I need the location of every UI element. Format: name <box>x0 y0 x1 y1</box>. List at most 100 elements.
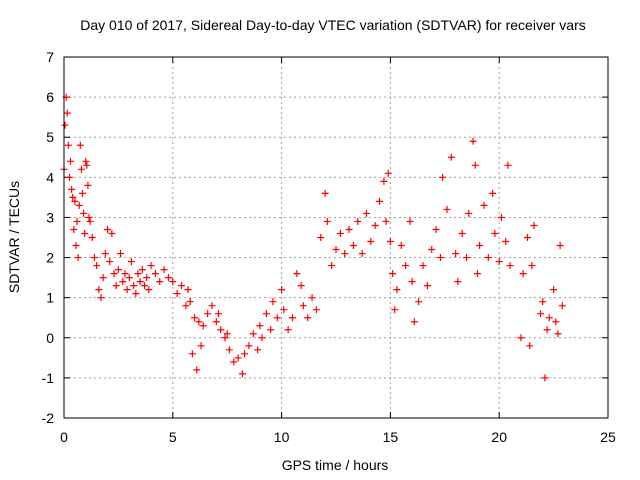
data-point <box>121 270 129 278</box>
data-point <box>278 286 286 294</box>
x-axis-label: GPS time / hours <box>282 457 389 473</box>
y-tick-label: 5 <box>46 129 54 145</box>
data-point <box>138 266 146 274</box>
data-point <box>212 318 220 326</box>
data-point <box>119 278 127 286</box>
y-tick-label: 0 <box>46 330 54 346</box>
data-point <box>506 262 514 270</box>
data-point <box>234 354 242 362</box>
data-point <box>480 201 488 209</box>
data-point <box>288 314 296 322</box>
chart-title: Day 010 of 2017, Sidereal Day-to-day VTE… <box>80 17 586 33</box>
data-point <box>99 274 107 282</box>
data-point <box>267 326 275 334</box>
data-point <box>93 262 101 270</box>
x-tick-label: 25 <box>600 429 616 445</box>
data-point <box>217 326 225 334</box>
data-point <box>188 350 196 358</box>
data-point <box>428 246 436 254</box>
data-point <box>469 137 477 145</box>
data-point <box>284 326 292 334</box>
data-point <box>143 274 151 282</box>
data-point <box>83 161 91 169</box>
data-point <box>415 298 423 306</box>
data-point <box>528 262 536 270</box>
data-point <box>323 217 331 225</box>
data-point <box>328 262 336 270</box>
data-point <box>184 286 192 294</box>
y-tick-label: 7 <box>46 49 54 65</box>
data-point <box>454 278 462 286</box>
data-point <box>341 250 349 258</box>
data-point <box>471 161 479 169</box>
data-point <box>465 209 473 217</box>
data-point <box>136 278 144 286</box>
data-point <box>249 330 257 338</box>
data-point <box>354 217 362 225</box>
data-point <box>114 266 122 274</box>
data-point <box>397 242 405 250</box>
data-point <box>225 346 233 354</box>
data-point <box>358 250 366 258</box>
data-point <box>280 306 288 314</box>
data-point <box>182 302 190 310</box>
data-point <box>312 306 320 314</box>
data-point <box>389 270 397 278</box>
data-point <box>439 173 447 181</box>
data-point <box>423 282 431 290</box>
data-point <box>117 250 125 258</box>
data-point <box>502 238 510 246</box>
data-point <box>195 318 203 326</box>
data-point <box>204 310 212 318</box>
data-point <box>74 254 82 262</box>
data-point <box>463 254 471 262</box>
data-point <box>391 306 399 314</box>
data-point <box>125 274 133 282</box>
y-tick-label: 4 <box>46 169 54 185</box>
data-point <box>539 298 547 306</box>
data-point <box>554 330 562 338</box>
data-point <box>543 326 551 334</box>
data-point <box>108 229 116 237</box>
data-point <box>321 189 329 197</box>
data-point <box>160 266 168 274</box>
data-point <box>82 157 90 165</box>
data-point <box>523 234 531 241</box>
data-point <box>436 254 444 262</box>
data-point <box>491 229 499 237</box>
data-point <box>458 229 466 237</box>
data-point <box>70 225 78 233</box>
data-point <box>273 314 281 322</box>
data-point <box>519 270 527 278</box>
data-point <box>90 254 98 262</box>
data-point <box>245 342 253 350</box>
data-point <box>178 282 186 290</box>
data-point <box>101 250 109 258</box>
data-point <box>558 302 566 310</box>
data-point <box>556 242 564 250</box>
plot-area-border <box>63 56 609 419</box>
data-point <box>77 165 85 173</box>
data-point <box>65 173 73 181</box>
data-point <box>173 290 181 298</box>
data-point <box>497 213 505 221</box>
y-tick-label: 1 <box>46 290 54 306</box>
data-point <box>447 153 455 161</box>
data-point <box>362 209 370 217</box>
data-point <box>123 286 131 294</box>
data-point <box>69 193 77 201</box>
x-tick-label: 20 <box>491 429 507 445</box>
data-point <box>317 234 325 241</box>
data-point <box>545 314 553 322</box>
data-point <box>367 238 375 246</box>
data-point <box>88 234 96 241</box>
data-point <box>208 302 216 310</box>
data-point <box>127 258 135 266</box>
data-point <box>76 141 84 149</box>
data-point <box>473 270 481 278</box>
data-point <box>476 242 484 250</box>
y-tick-label: -1 <box>42 370 55 386</box>
data-point <box>299 302 307 310</box>
